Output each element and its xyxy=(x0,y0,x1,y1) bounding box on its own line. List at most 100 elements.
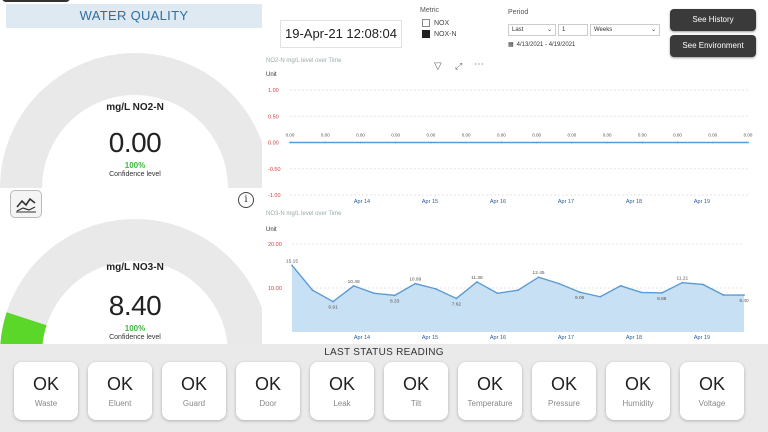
data-point xyxy=(517,289,519,292)
series-area xyxy=(292,265,744,332)
y-tick-label: 20.00 xyxy=(268,242,282,248)
data-label: 10.48 xyxy=(348,279,360,285)
checkbox-checked-icon xyxy=(422,30,430,38)
data-label: 0.00 xyxy=(286,133,295,138)
data-point xyxy=(430,141,432,144)
data-point xyxy=(578,291,581,294)
data-point xyxy=(606,141,608,144)
chart-no3: 20.00 10.00 15.15 6.91 10.48 8.33 10.99 7.62 11.… xyxy=(268,242,749,341)
metric-option-nox-n[interactable]: NOX-N xyxy=(422,30,457,38)
x-tick-label: Apr 15 xyxy=(422,335,438,341)
status-card-humidity: OK Humidity xyxy=(606,362,670,420)
data-point xyxy=(747,141,749,144)
data-label: 15.15 xyxy=(286,258,298,264)
data-point xyxy=(291,264,293,267)
status-value: OK xyxy=(106,374,133,394)
calendar-icon: ▦ xyxy=(508,42,514,48)
status-title: LAST STATUS READING xyxy=(324,347,444,358)
data-label: 7.62 xyxy=(452,301,462,307)
data-label: 0.00 xyxy=(532,133,541,138)
x-tick-label: Apr 18 xyxy=(626,199,642,205)
period-count-value: 1 xyxy=(562,27,566,33)
status-value: OK xyxy=(624,374,651,394)
data-point xyxy=(332,300,334,303)
status-card-leak: OK Leak xyxy=(310,362,374,420)
data-label: 0.00 xyxy=(427,133,436,138)
gauge-no3-confidence: Confidence level xyxy=(109,334,161,341)
data-label: 8.88 xyxy=(657,296,667,302)
filter-icon[interactable]: ▽ xyxy=(434,61,442,72)
data-point xyxy=(570,141,573,144)
y-tick-label: 0.00 xyxy=(268,141,279,147)
y-tick-label: -1.00 xyxy=(268,193,281,199)
metric-option-nox[interactable]: NOX xyxy=(422,19,449,27)
status-card-waste: OK Waste xyxy=(14,362,78,420)
data-point xyxy=(359,141,362,144)
data-point xyxy=(711,141,714,144)
x-tick-label: Apr 17 xyxy=(558,335,574,341)
data-point xyxy=(394,141,397,144)
status-name: Door xyxy=(259,399,277,408)
see-environment-button[interactable]: See Environment xyxy=(670,35,756,57)
period-mode-select[interactable]: Last ⌄ xyxy=(508,24,556,36)
data-point xyxy=(619,284,622,287)
data-label: 0.00 xyxy=(462,133,471,138)
expand-icon[interactable]: ⤢ xyxy=(455,61,463,71)
data-label: 8.33 xyxy=(390,298,400,304)
data-point xyxy=(500,141,503,144)
gauge-track xyxy=(0,53,262,189)
gauge-track xyxy=(0,219,262,344)
chevron-down-icon: ⌄ xyxy=(650,27,656,33)
data-point xyxy=(455,297,458,300)
period-count-input[interactable]: 1 xyxy=(558,24,588,36)
x-tick-label: Apr 15 xyxy=(422,199,438,205)
data-point xyxy=(496,292,499,295)
date-range-text: 4/13/2021 - 4/19/2021 xyxy=(516,41,576,48)
chart-no2-title: NO2-N mg/L level over Time xyxy=(266,58,342,64)
data-point xyxy=(722,294,725,296)
status-card-tilt: OK Tilt xyxy=(384,362,448,420)
status-value: OK xyxy=(32,374,59,394)
status-name: Leak xyxy=(333,399,351,408)
current-datetime: 19-Apr-21 12:08:04 xyxy=(280,20,402,48)
status-name: Temperature xyxy=(467,399,513,408)
period-unit-select[interactable]: Weeks ⌄ xyxy=(590,24,660,36)
data-label: 8.40 xyxy=(739,298,749,304)
y-tick-label: 10.00 xyxy=(268,286,282,292)
status-name: Eluent xyxy=(108,399,132,408)
data-label: 9.06 xyxy=(575,295,585,301)
status-value: OK xyxy=(328,374,355,394)
data-label: 0.00 xyxy=(744,133,753,138)
x-tick-label: Apr 14 xyxy=(354,335,370,341)
data-point xyxy=(414,282,417,285)
gauge-fill xyxy=(0,312,47,344)
date-range[interactable]: ▦ 4/13/2021 - 4/19/2021 xyxy=(508,41,576,49)
status-value: OK xyxy=(180,374,207,394)
gauge-no2-percent: 100% xyxy=(124,161,146,170)
data-point xyxy=(373,292,376,295)
status-card-temperature: OK Temperature xyxy=(458,362,522,420)
chart-no3-unit: Unit xyxy=(266,227,277,233)
x-tick-label: Apr 16 xyxy=(490,335,506,341)
metric-option-label: NOX xyxy=(434,19,450,27)
data-point xyxy=(702,283,704,286)
top-tab-decoration xyxy=(2,0,70,2)
trend-toggle-button[interactable] xyxy=(10,190,42,218)
more-icon[interactable]: ⋯ xyxy=(474,59,484,70)
period-unit-value: Weeks xyxy=(594,27,613,33)
gauge-no2 xyxy=(0,53,262,189)
chart-no2-unit: Unit xyxy=(266,72,277,78)
x-tick-label: Apr 14 xyxy=(354,199,370,205)
checkbox-icon xyxy=(422,19,430,27)
status-card-voltage: OK Voltage xyxy=(680,362,744,420)
data-label: 0.00 xyxy=(497,133,506,138)
data-point xyxy=(476,281,478,283)
see-history-button[interactable]: See History xyxy=(670,9,756,31)
data-label: 0.00 xyxy=(708,133,717,138)
data-point xyxy=(743,294,745,296)
data-point xyxy=(558,282,560,285)
info-icon[interactable]: i xyxy=(238,192,254,208)
data-point xyxy=(599,295,602,298)
status-name: Pressure xyxy=(547,399,580,408)
data-point xyxy=(311,289,314,292)
